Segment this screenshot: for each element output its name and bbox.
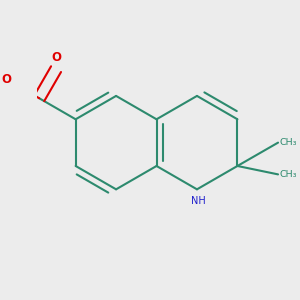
Text: NH: NH xyxy=(191,196,206,206)
Text: O: O xyxy=(51,51,61,64)
Text: O: O xyxy=(1,73,11,85)
Text: CH₃: CH₃ xyxy=(280,138,297,147)
Text: CH₃: CH₃ xyxy=(280,170,297,179)
